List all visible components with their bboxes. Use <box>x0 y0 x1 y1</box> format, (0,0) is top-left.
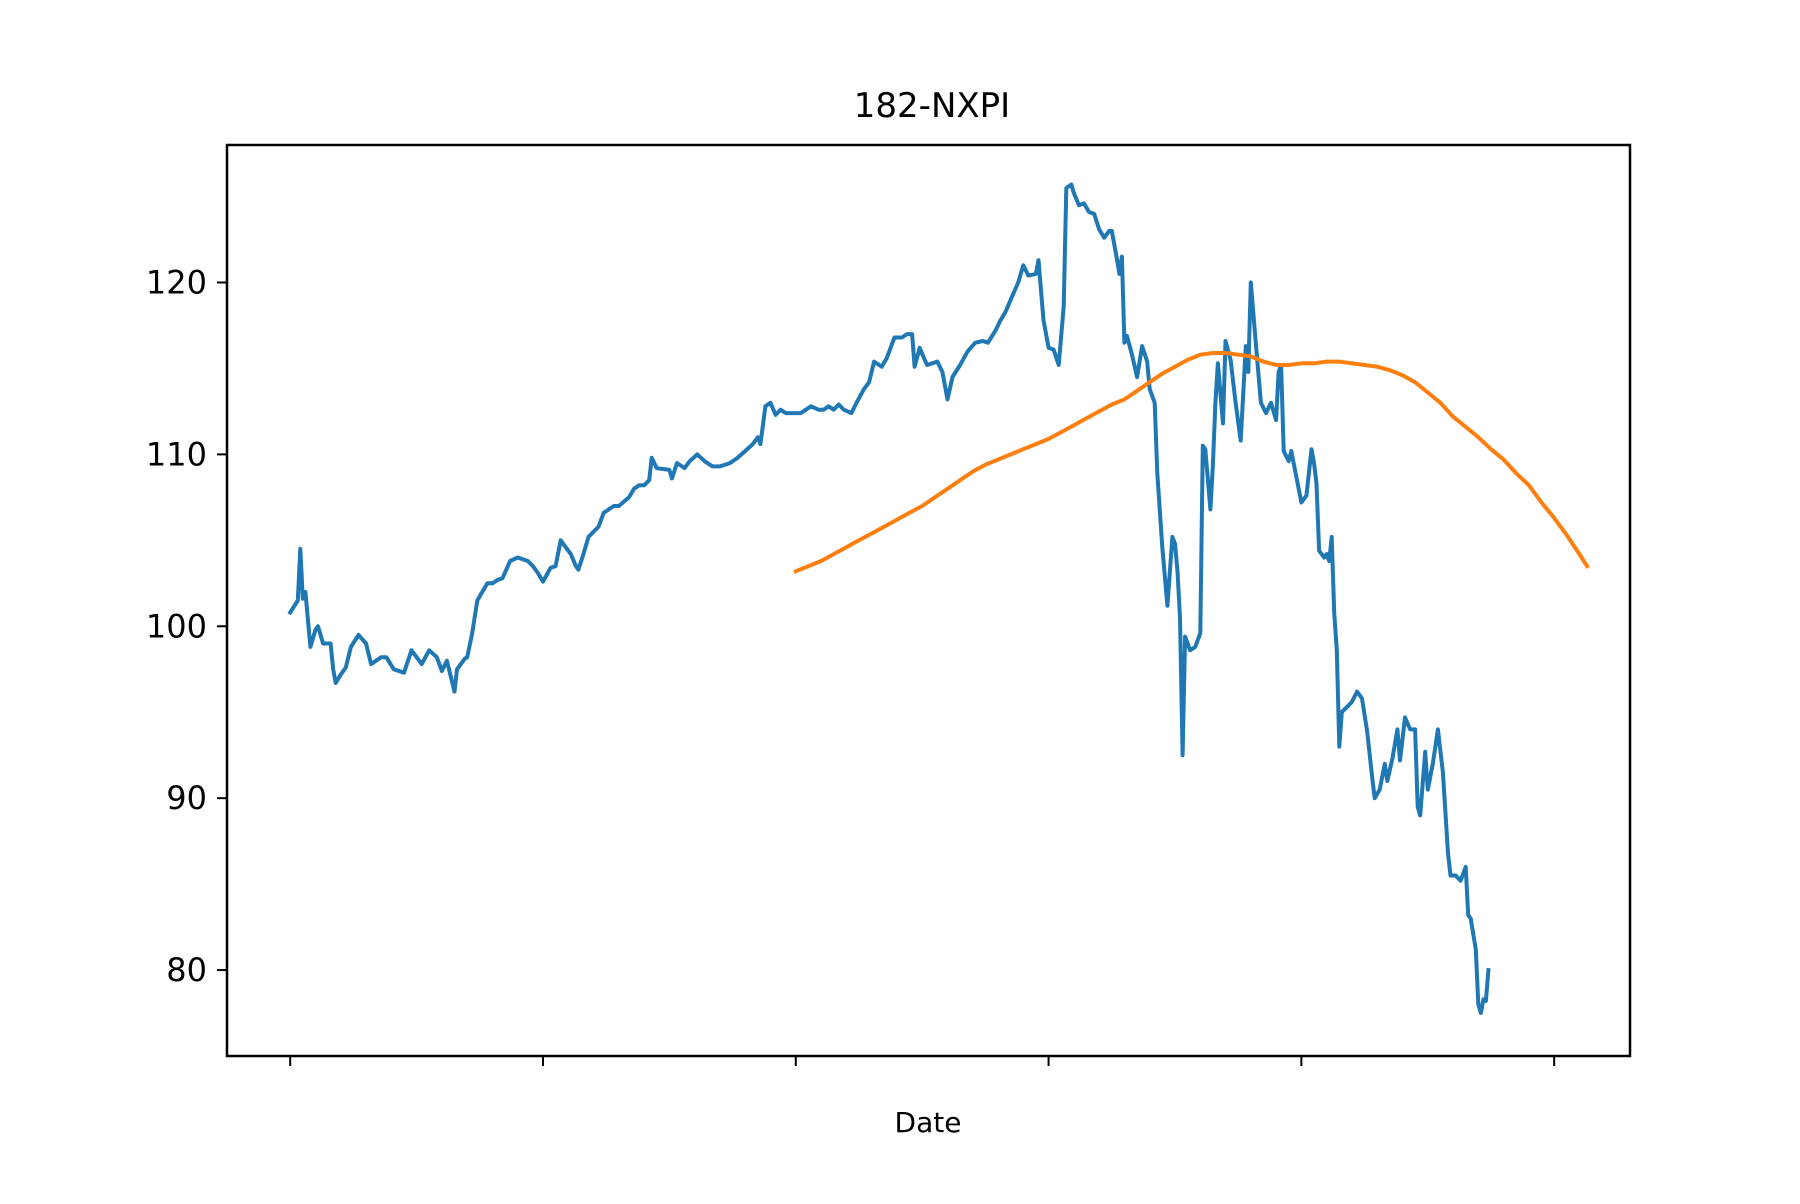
plot-area <box>287 182 1590 1015</box>
chart-title: 182-NXPI <box>854 86 1010 126</box>
y-tick-label: 80 <box>166 951 207 989</box>
x-axis-label: Date <box>895 1106 962 1139</box>
y-tick-label: 110 <box>146 435 207 473</box>
y-tick-label: 90 <box>166 779 207 817</box>
x-axis <box>289 1056 1556 1066</box>
series-line-1 <box>287 182 1491 1015</box>
y-axis: 80 90 100 110 120 <box>146 264 227 989</box>
y-tick-label: 100 <box>146 607 207 645</box>
series-line-2 <box>793 351 1590 574</box>
y-tick-label: 120 <box>146 264 207 302</box>
axes-frame <box>225 143 1632 1058</box>
